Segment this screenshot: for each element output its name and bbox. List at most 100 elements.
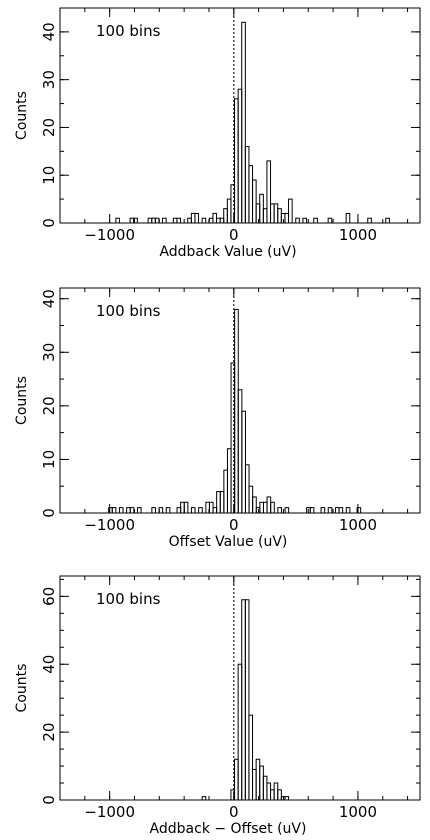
histogram-bar	[284, 212, 290, 224]
histogram-bar	[277, 507, 282, 514]
y-axis-label: Counts	[14, 664, 30, 713]
histogram-bar	[133, 217, 138, 224]
axis-ticks: −1000 0 1000 0 20 40 60	[40, 576, 420, 821]
histogram-bar	[302, 217, 308, 224]
histogram-bar	[118, 507, 124, 514]
x-tick-label: 0	[229, 226, 239, 244]
axis-ticks: −1000 0 1000 0 10 20 30 40	[40, 288, 420, 534]
histogram-bar	[266, 496, 272, 514]
histogram-bar	[252, 496, 257, 514]
histogram-bar	[234, 308, 239, 514]
x-tick-label: −1000	[84, 226, 135, 244]
y-tick-label: 40	[40, 22, 58, 41]
panel-offset: −1000 0 1000 0 10 20 30 40 100 bins Offset Valu…	[14, 287, 421, 550]
axis-ticks: −1000 0 1000 0 10 20 30 40	[40, 7, 420, 244]
histogram-bar	[216, 491, 221, 514]
panel-difference: −1000 0 1000 0 20 40 60 100 bins Addback − Off…	[14, 575, 421, 837]
bins-annotation: 100 bins	[96, 22, 161, 40]
y-tick-label: 20	[40, 723, 58, 742]
y-tick-label: 60	[40, 587, 58, 606]
x-tick-label: 1000	[339, 516, 377, 534]
histogram-bar	[208, 217, 214, 224]
y-tick-label: 30	[40, 343, 58, 362]
histogram-bar	[216, 217, 221, 224]
histogram-bar	[190, 507, 196, 514]
histogram-bar	[266, 160, 272, 224]
y-tick-label: 10	[40, 450, 58, 469]
histogram-bar	[147, 217, 153, 224]
plot-frame	[59, 575, 421, 801]
bins-annotation: 100 bins	[96, 590, 161, 608]
histogram-bar	[334, 507, 340, 514]
histogram-bar	[212, 212, 218, 224]
histogram-bar	[273, 203, 279, 224]
histogram-bar	[219, 217, 225, 224]
histogram-bar	[223, 208, 228, 224]
y-tick-label: 0	[40, 508, 58, 518]
histogram-bar	[252, 768, 257, 801]
histogram-bar	[327, 217, 333, 224]
x-tick-label: 0	[229, 803, 239, 821]
histogram-bar	[320, 507, 326, 514]
histogram-bar	[237, 389, 243, 514]
histogram-bar	[129, 217, 135, 224]
y-axis-label: Counts	[14, 376, 30, 425]
panel-addback: −1000 0 1000 0 10 20 30 40 100 bins Addback Val…	[14, 7, 421, 260]
x-tick-label: 1000	[339, 226, 377, 244]
histogram-bar	[172, 217, 178, 224]
histogram-bar	[255, 507, 261, 514]
histogram-bar	[252, 179, 257, 224]
histogram-bar	[244, 599, 250, 801]
x-axis-label: Offset Value (uV)	[169, 534, 288, 550]
histogram-bar	[126, 507, 131, 514]
histogram-bar	[183, 501, 189, 514]
histogram-bar	[248, 485, 254, 514]
y-tick-label: 10	[40, 166, 58, 185]
histogram-bar	[226, 198, 232, 224]
histogram-bar	[241, 599, 246, 801]
x-tick-label: 1000	[339, 803, 377, 821]
histogram-bar	[262, 208, 268, 224]
histogram-bar	[259, 193, 264, 224]
histogram-bar	[219, 491, 225, 514]
histogram-bar	[111, 507, 117, 514]
histogram-bar	[194, 212, 200, 224]
histogram-bar	[237, 663, 243, 801]
histogram-bar	[115, 217, 120, 224]
histogram-bar	[223, 469, 228, 514]
plot-frame	[59, 7, 421, 224]
y-tick-label: 40	[40, 289, 58, 308]
histogram-bar	[151, 217, 156, 224]
histogram-bar	[270, 203, 275, 224]
histogram-bar	[190, 212, 196, 224]
histogram-bar	[259, 501, 264, 514]
histogram-bar	[277, 208, 282, 224]
histogram-bar	[255, 758, 261, 801]
histogram-bar	[385, 217, 390, 224]
histogram-bar	[198, 507, 203, 514]
histogram-bar	[154, 217, 160, 224]
histogram-bar	[136, 507, 142, 514]
plot-frame	[59, 287, 421, 514]
histogram-bar	[226, 448, 232, 514]
histogram-bar	[327, 507, 333, 514]
y-tick-label: 0	[40, 795, 58, 805]
histogram-bar	[176, 217, 182, 224]
histogram-bar	[151, 507, 156, 514]
histogram-bar	[356, 507, 362, 514]
histogram-bar	[262, 775, 268, 801]
histogram-bar	[309, 507, 315, 514]
histogram-bars	[108, 308, 362, 514]
bins-annotation: 100 bins	[96, 302, 161, 320]
histogram-bar	[345, 212, 351, 224]
histogram-bar	[262, 501, 268, 514]
y-tick-label: 40	[40, 655, 58, 674]
histogram-bar	[284, 796, 290, 801]
histogram-bar	[255, 203, 261, 224]
y-tick-label: 20	[40, 118, 58, 137]
histogram-bar	[270, 789, 275, 801]
histogram-bar	[273, 782, 279, 801]
histogram-bar	[259, 765, 264, 801]
histogram-bar	[201, 217, 207, 224]
